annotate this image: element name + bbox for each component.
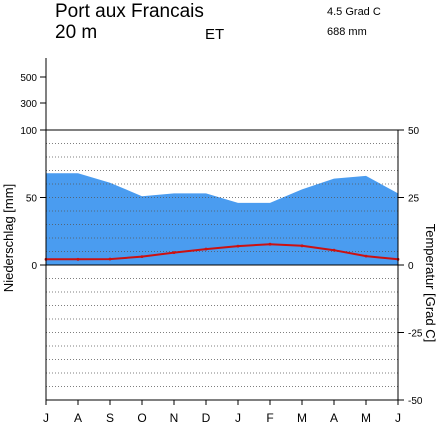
month-label: J [43, 411, 49, 425]
precipitation-tick-label: 50 [26, 194, 38, 205]
month-label: M [361, 411, 371, 425]
month-label: N [170, 411, 179, 425]
month-label: J [235, 411, 241, 425]
precipitation-tick-label: 100 [20, 126, 37, 137]
month-label: J [395, 411, 401, 425]
temperature-point [364, 254, 368, 258]
temperature-tick-label: -50 [408, 396, 423, 407]
temperature-point [268, 242, 272, 246]
temperature-tick-label: -25 [408, 329, 423, 340]
month-label: F [266, 411, 273, 425]
upper-precip-axis: 500 300 [20, 58, 47, 130]
month-label: D [202, 411, 211, 425]
month-label: S [106, 411, 114, 425]
plot-frame [45, 129, 399, 401]
month-label: M [297, 411, 307, 425]
temperature-line [46, 243, 399, 261]
month-label: A [74, 411, 82, 425]
temperature-point [140, 255, 144, 259]
temperature-point [204, 247, 208, 251]
precipitation-axis-title: Niederschlag [mm] [1, 184, 16, 292]
precipitation-area [46, 173, 398, 265]
temperature-axis: 50 25 0 -25 -50 [398, 126, 423, 407]
station-elevation: 20 m [55, 22, 97, 43]
month-label: O [137, 411, 146, 425]
temperature-tick-label: 25 [408, 194, 420, 205]
upper-axis-label: 300 [20, 99, 37, 110]
mean-temperature: 4.5 Grad C [327, 6, 381, 18]
temperature-point [236, 244, 240, 248]
temperature-axis-title: Temperatur [Grad C] [423, 224, 438, 343]
upper-axis-label: 500 [20, 73, 37, 84]
precipitation-layer [46, 173, 398, 265]
temperature-point [76, 257, 80, 261]
temperature-point [172, 251, 176, 254]
temperature-point [108, 257, 112, 261]
month-label: A [330, 411, 338, 425]
temperature-tick-label: 0 [408, 261, 414, 272]
climate-class: ET [205, 26, 224, 43]
precipitation-tick-label: 0 [31, 261, 37, 272]
annual-precipitation: 688 mm [327, 26, 367, 38]
temperature-layer [44, 242, 400, 261]
station-title: Port aux Francais [55, 1, 204, 22]
temperature-point [300, 244, 304, 248]
precipitation-axis: 100 50 0 [20, 126, 46, 272]
temperature-tick-label: 50 [408, 126, 420, 137]
temperature-point [332, 248, 336, 252]
